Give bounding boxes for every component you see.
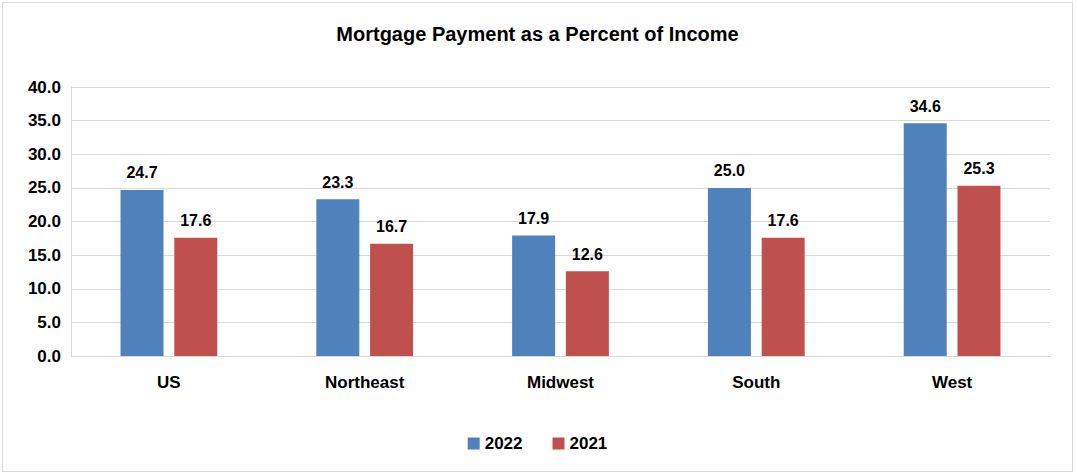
svg-text:34.6: 34.6: [910, 98, 941, 115]
svg-text:2021: 2021: [570, 434, 608, 453]
svg-text:West: West: [932, 373, 973, 392]
svg-text:Midwest: Midwest: [527, 373, 594, 392]
svg-text:2022: 2022: [485, 434, 523, 453]
svg-text:30.0: 30.0: [28, 145, 61, 164]
svg-text:40.0: 40.0: [28, 78, 61, 97]
svg-text:17.6: 17.6: [768, 212, 799, 229]
svg-text:5.0: 5.0: [37, 313, 61, 332]
svg-text:12.6: 12.6: [572, 246, 603, 263]
svg-text:25.0: 25.0: [28, 178, 61, 197]
svg-text:15.0: 15.0: [28, 246, 61, 265]
svg-text:17.6: 17.6: [180, 212, 211, 229]
svg-text:17.9: 17.9: [518, 210, 549, 227]
svg-text:25.0: 25.0: [714, 162, 745, 179]
svg-text:US: US: [157, 373, 181, 392]
svg-text:Mortgage Payment as a Percent: Mortgage Payment as a Percent of Income: [336, 23, 738, 45]
svg-text:South: South: [732, 373, 780, 392]
svg-text:10.0: 10.0: [28, 279, 61, 298]
svg-text:Northeast: Northeast: [325, 373, 405, 392]
svg-text:23.3: 23.3: [322, 174, 353, 191]
svg-text:35.0: 35.0: [28, 111, 61, 130]
svg-text:24.7: 24.7: [126, 164, 157, 181]
svg-text:25.3: 25.3: [963, 160, 994, 177]
svg-text:16.7: 16.7: [376, 218, 407, 235]
svg-text:0.0: 0.0: [37, 347, 61, 366]
svg-text:20.0: 20.0: [28, 212, 61, 231]
